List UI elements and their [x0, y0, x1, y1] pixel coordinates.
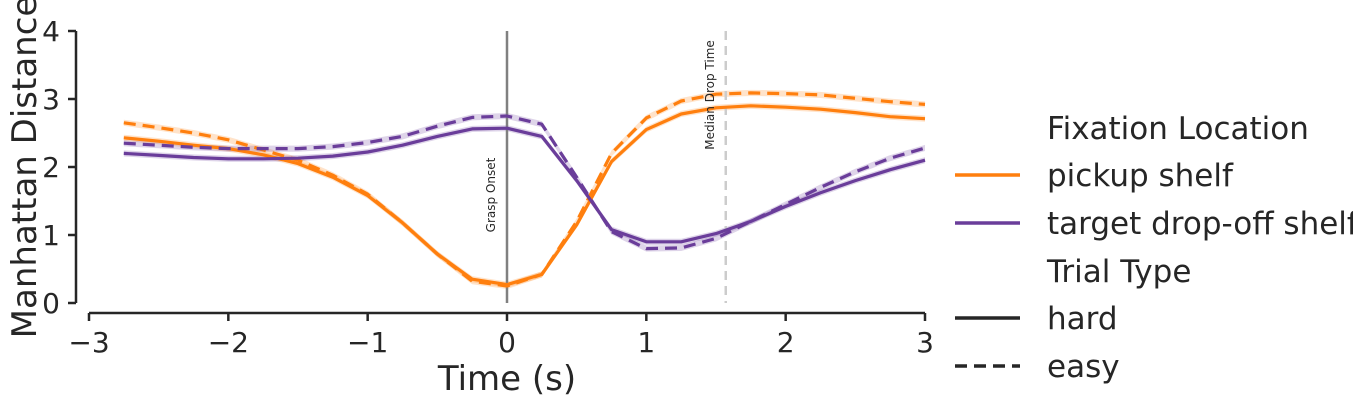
legend-label-hard: hard	[1047, 301, 1118, 337]
x-tick-label: −2	[208, 326, 249, 359]
y-axis-title: Manhattan Distance	[5, 0, 45, 338]
legend: Fixation Location pickup shelf target dr…	[955, 111, 1353, 385]
x-tick-label: 0	[498, 326, 516, 359]
legend-style-title: Trial Type	[1046, 254, 1191, 290]
series-target-drop-off-shelf-easy	[123, 114, 926, 251]
x-tick-label: 1	[637, 326, 655, 359]
reference-line-labels: Grasp Onset Median Drop Time	[484, 40, 717, 232]
series-target-drop-off-shelf-hard	[123, 126, 926, 244]
x-tick-label: 3	[916, 326, 934, 359]
x-tick-label: 2	[777, 326, 795, 359]
legend-label-easy: easy	[1047, 349, 1120, 385]
legend-label-target-drop-off-shelf: target drop-off shelf	[1047, 206, 1353, 242]
axes: 0 1 2 3 4 −3 −2 −1 0 1 2 3 Time (s) Manhattan Dist…	[5, 0, 934, 399]
y-ticks: 0 1 2 3 4	[42, 15, 76, 320]
vline-label-grasp-onset: Grasp Onset	[484, 157, 498, 232]
legend-hue-title: Fixation Location	[1047, 111, 1309, 147]
y-tick-label: 1	[42, 219, 60, 252]
series-lines	[123, 91, 926, 288]
plot-area: Grasp Onset Median Drop Time	[123, 31, 926, 303]
y-tick-label: 2	[42, 151, 60, 184]
reference-lines	[505, 31, 728, 303]
x-tick-label: −3	[68, 326, 109, 359]
x-ticks: −3 −2 −1 0 1 2 3	[68, 313, 934, 359]
x-axis-title: Time (s)	[437, 359, 576, 399]
y-tick-label: 0	[42, 287, 60, 320]
legend-label-pickup-shelf: pickup shelf	[1047, 158, 1234, 194]
y-tick-label: 3	[42, 83, 60, 116]
x-tick-label: −1	[347, 326, 388, 359]
y-tick-label: 4	[42, 15, 60, 48]
vline-label-median-drop-time: Median Drop Time	[703, 40, 717, 150]
